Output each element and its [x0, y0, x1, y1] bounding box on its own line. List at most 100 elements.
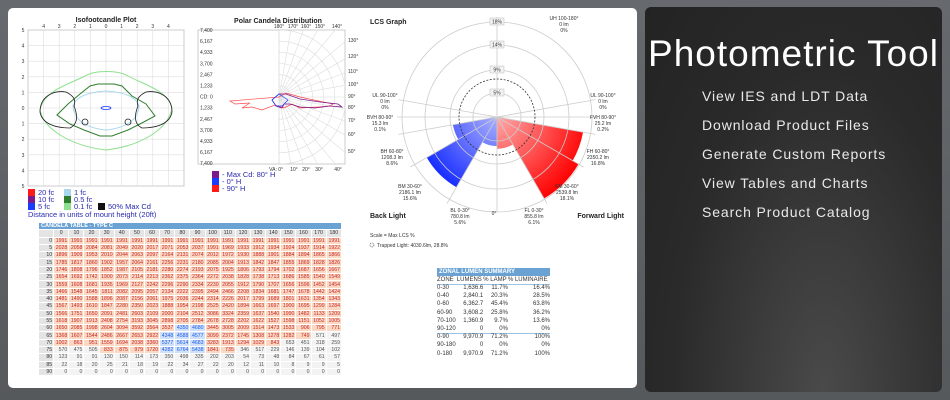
zonal-header: ZONE: [437, 276, 457, 285]
zonal-cell: 9,970.9: [463, 350, 484, 357]
table-row: 70-100 1,360.9 9.7% 13.6%: [437, 317, 550, 325]
candela-cell: 1991: [310, 236, 327, 245]
lcs-trapped-light: Trapped Light: 4030.6lm, 28.8%: [377, 243, 449, 249]
polar-cd-tick: 3,700: [200, 61, 213, 67]
candela-cell: 1785: [53, 258, 70, 267]
candela-cell: 27: [189, 360, 206, 369]
link-download-files[interactable]: Download Product Files: [702, 117, 870, 133]
candela-cell: 1860: [83, 258, 100, 267]
legend-swatch: [98, 203, 105, 210]
zonal-cell: 20.3%: [490, 293, 508, 300]
candela-cell: 0: [325, 367, 343, 377]
polar-spoke: [278, 96, 319, 164]
candela-cell: 19: [143, 360, 161, 369]
candela-cell: 1368: [53, 331, 70, 340]
candela-cell: 2181: [143, 265, 161, 275]
candela-cell: 1894: [295, 251, 312, 260]
candela-cell: 0: [310, 367, 327, 377]
lcs-spoke: [446, 116, 498, 204]
iso-top-tick: 3: [151, 24, 154, 30]
candela-cell: 1694: [113, 338, 130, 348]
row-header: 5: [37, 243, 55, 253]
candela-cell: 2020: [128, 243, 145, 253]
candela-cell: 9: [310, 360, 327, 369]
iso-legend-item: 0.1 fc: [64, 202, 92, 211]
iso-left-tick: 3: [22, 59, 25, 65]
candela-cell: 1991: [83, 236, 100, 245]
candela-cell: 1707: [265, 280, 282, 289]
candela-cell: 2222: [174, 287, 191, 296]
polar-title: Polar Candela Distribution: [234, 18, 322, 25]
candela-cell: 1934: [265, 243, 282, 253]
lcs-zone-label: BM 30-60°: [398, 184, 422, 190]
iso-title: Isofootcandle Plot: [76, 17, 137, 24]
iso-left-tick: 4: [22, 168, 25, 174]
polar-right-angle: 120°: [348, 54, 358, 60]
zonal-cell: 1,636.6: [463, 285, 484, 292]
polar-spoke: [278, 85, 345, 98]
iso-contour-0-5fc: [56, 83, 156, 137]
lcs-zone-label: 2186.1 lm: [399, 190, 421, 196]
link-view-ies-ldt[interactable]: View IES and LDT Data: [702, 88, 869, 104]
candela-cell: 3537: [159, 324, 176, 333]
link-tables-charts[interactable]: View Tables and Charts: [702, 175, 869, 191]
legend-swatch: [212, 178, 219, 185]
candela-cell: 1442: [310, 287, 327, 296]
candela-cell: 1799: [249, 294, 267, 304]
candela-cell: 1913: [234, 258, 251, 267]
candela-cell: 1865: [310, 251, 327, 260]
candela-cell: 771: [325, 324, 343, 333]
candela-cell: 1745: [234, 331, 251, 340]
zonal-cell: 36.2%: [532, 309, 550, 316]
candela-cell: 1828: [234, 273, 251, 282]
candela-cell: 2010: [98, 251, 115, 260]
candela-cell: 1720: [143, 346, 161, 355]
table-row: 90-180 0 0% 0%: [437, 341, 550, 349]
candela-cell: 114: [128, 353, 145, 362]
column-header: 120: [234, 229, 251, 238]
lcs-zone-label: BH 60-80°: [380, 149, 403, 155]
candela-cell: 2134: [159, 287, 176, 296]
lcs-ring-label-box: [489, 17, 505, 26]
candela-cell: 2202: [234, 316, 251, 326]
candela-cell: 11: [249, 360, 267, 369]
candela-cell: 475: [68, 346, 85, 355]
candela-cell: 2063: [128, 251, 145, 260]
candela-cell: 749: [295, 331, 312, 340]
candela-cell: 1913: [219, 338, 236, 348]
candela-cell: 1746: [53, 265, 70, 275]
candela-cell: 1991: [265, 236, 282, 245]
column-header: 10: [68, 229, 85, 238]
link-custom-reports[interactable]: Generate Custom Reports: [702, 146, 887, 162]
polar-right-angle: 60°: [348, 132, 356, 138]
candela-cell: 1695: [295, 302, 312, 311]
candela-cell: 1842: [249, 258, 267, 267]
candela-cell: 3592: [128, 324, 145, 333]
candela-cell: 1972: [219, 251, 236, 260]
candela-cell: 2678: [204, 316, 221, 326]
candela-cell: 1209: [325, 309, 343, 318]
candela-cell: 2486: [98, 331, 115, 340]
candela-cell: 1607: [68, 331, 85, 340]
column-header: 60: [143, 229, 161, 238]
lcs-ring-label: 18%: [492, 20, 503, 26]
polar-right-angle: 70°: [348, 118, 356, 124]
table-row: 90-120 0 0% 0%: [437, 325, 550, 333]
iso-top-tick: 1: [120, 24, 123, 30]
candela-cell: 1692: [68, 273, 85, 282]
candela-cell: 1901: [265, 251, 282, 260]
candela-cell: 497: [325, 331, 343, 340]
candela-cell: 20: [83, 360, 100, 369]
lcs-zone-label: 0 lm: [598, 99, 607, 105]
iso-legend-item: 20 fc: [28, 188, 54, 197]
candela-cell: 2105: [128, 265, 145, 275]
candela-cell: 0: [249, 367, 267, 377]
polar-right-angle: 50°: [348, 149, 356, 155]
legend-swatch: [212, 171, 219, 178]
legend-label: - 0° H: [222, 177, 242, 186]
candela-cell: 202: [204, 353, 221, 362]
candela-cell: 1610: [83, 302, 100, 311]
candela-cell: 2004: [219, 258, 236, 267]
link-search-catalog[interactable]: Search Product Catalog: [702, 204, 871, 220]
iso-left-tick: 2: [22, 137, 25, 143]
